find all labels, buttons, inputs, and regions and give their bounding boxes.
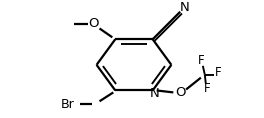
Text: F: F [204,82,210,95]
Text: N: N [150,87,159,100]
Text: N: N [179,1,189,14]
Text: F: F [215,66,222,79]
Text: F: F [197,54,204,67]
Text: Br: Br [61,98,75,111]
Text: O: O [88,17,99,30]
Text: O: O [175,86,186,99]
